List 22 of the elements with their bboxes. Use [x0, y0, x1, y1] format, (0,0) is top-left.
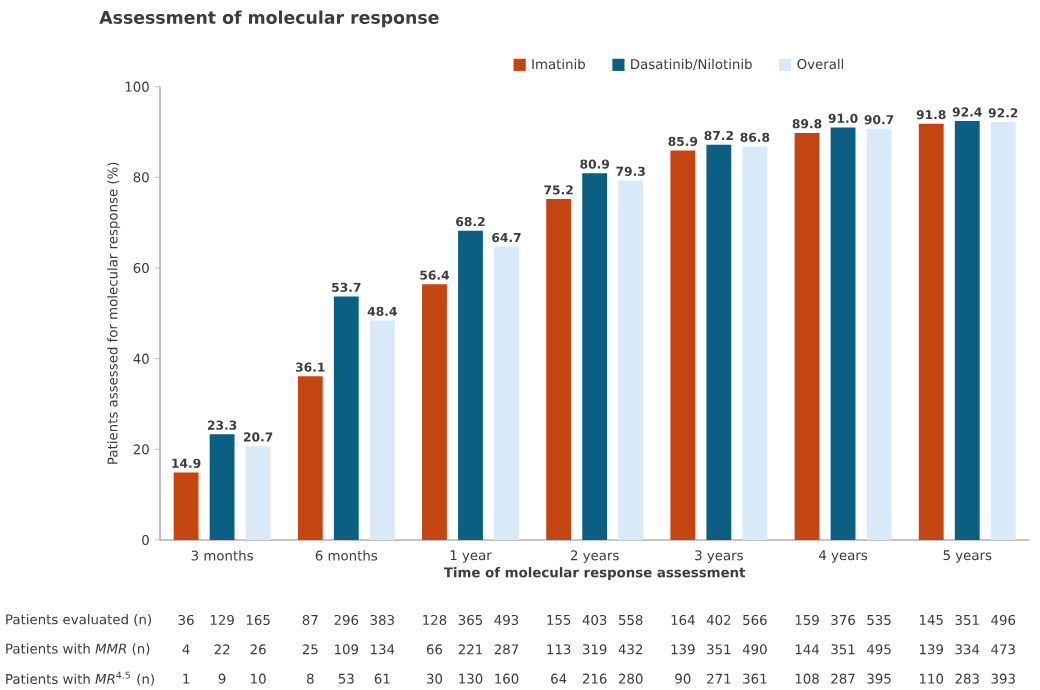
bar — [670, 150, 696, 540]
bar — [918, 123, 944, 540]
bar — [866, 128, 892, 540]
bar — [618, 180, 644, 540]
bar — [794, 132, 820, 540]
bar — [333, 296, 359, 540]
bar — [297, 376, 323, 540]
bar — [954, 121, 980, 540]
chart-title: Assessment of molecular response — [99, 10, 439, 28]
bar — [173, 472, 199, 540]
bar — [209, 434, 235, 540]
bar — [369, 320, 395, 540]
bar — [830, 127, 856, 540]
bar — [706, 144, 732, 540]
bar — [990, 122, 1016, 540]
bar — [422, 284, 447, 540]
bar — [546, 199, 572, 540]
bar — [494, 246, 519, 540]
bar — [245, 446, 271, 540]
bar — [742, 146, 768, 540]
bar — [582, 173, 608, 540]
bar — [458, 230, 483, 540]
